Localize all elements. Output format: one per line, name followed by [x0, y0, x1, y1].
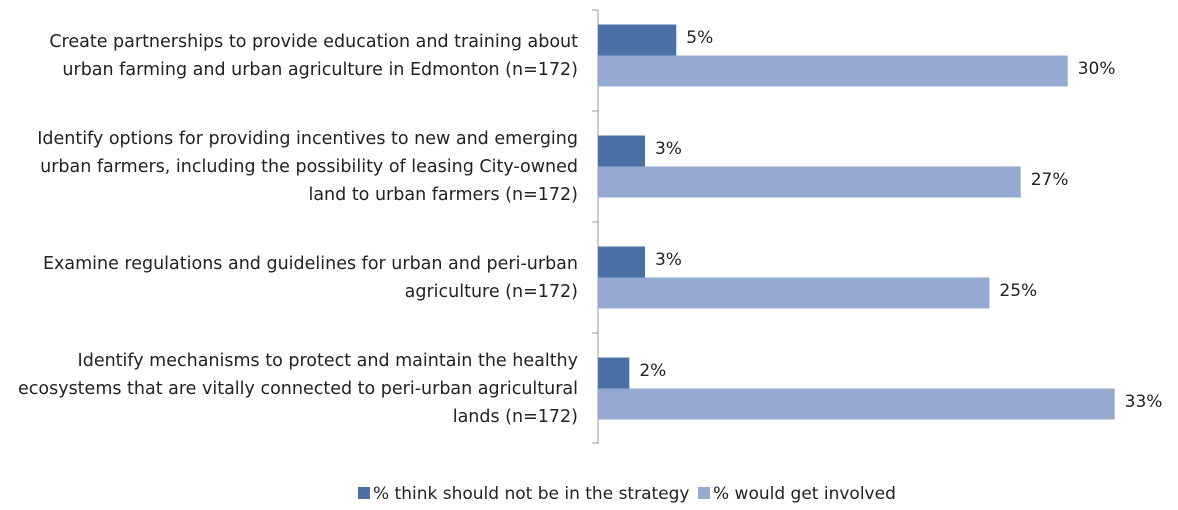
category-text: Identify mechanisms to protect and maint… — [18, 350, 578, 427]
category-text: Create partnerships to provide education… — [49, 31, 578, 80]
value-label: 33% — [1125, 392, 1163, 412]
value-label: 3% — [655, 139, 682, 159]
category-label: Examine regulations and guidelines for u… — [4, 222, 578, 333]
category-label: Identify options for providing incentive… — [4, 111, 578, 222]
legend-swatch — [358, 487, 370, 499]
category-label: Create partnerships to provide education… — [4, 0, 578, 111]
legend-label: % think should not be in the strategy — [373, 484, 689, 504]
bar — [598, 135, 645, 167]
value-label: 2% — [639, 361, 666, 381]
category-label: Identify mechanisms to protect and maint… — [4, 333, 578, 444]
bar — [598, 277, 990, 309]
legend-label: % would get involved — [713, 484, 896, 504]
category-text: Identify options for providing incentive… — [37, 128, 578, 205]
category-text: Examine regulations and guidelines for u… — [42, 253, 578, 302]
value-label: 5% — [686, 28, 713, 48]
legend-swatch — [698, 487, 710, 499]
value-label: 25% — [999, 281, 1037, 301]
bar — [598, 55, 1068, 87]
value-label: 3% — [655, 250, 682, 270]
value-label: 30% — [1078, 59, 1116, 79]
bar — [598, 388, 1115, 420]
bar — [598, 166, 1021, 198]
bar — [598, 246, 645, 278]
bar — [598, 357, 630, 389]
bar — [598, 24, 677, 56]
value-label: 27% — [1031, 170, 1069, 190]
